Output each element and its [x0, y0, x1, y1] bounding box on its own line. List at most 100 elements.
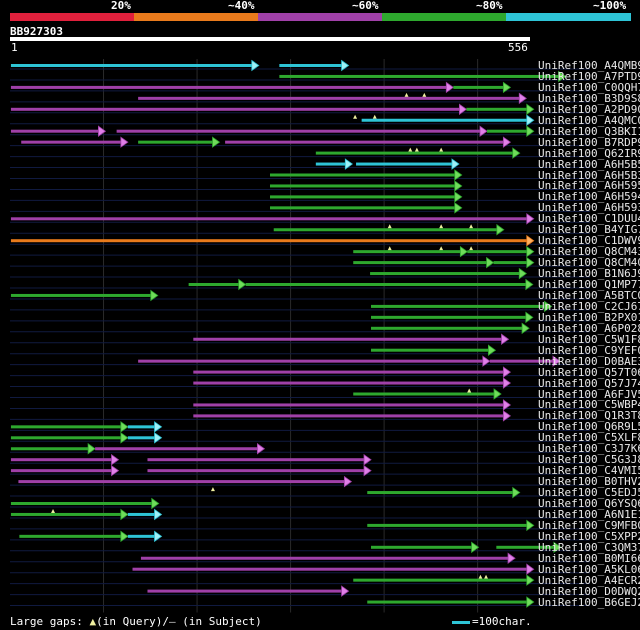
hit-label[interactable]: UniRef100_B7RDP9 — [538, 135, 640, 149]
hit-label[interactable]: UniRef100_C0QQH7 — [538, 80, 640, 94]
hit-label[interactable]: UniRef100_C5G3J8 — [538, 453, 640, 467]
hit-label[interactable]: UniRef100_C5XPP2 — [538, 529, 640, 543]
hit-segment — [138, 96, 521, 100]
hit-label[interactable]: UniRef100_A4QMC0 — [538, 113, 640, 127]
hit-label[interactable]: UniRef100_Q1MP77 — [538, 278, 640, 291]
hit-label[interactable]: UniRef100_Q6R9L5 — [538, 420, 640, 434]
hit-segment — [361, 118, 528, 122]
hit-arrowhead — [150, 289, 159, 302]
hit-label[interactable]: UniRef100_C4VMI5 — [538, 464, 640, 478]
hit-label[interactable]: UniRef100_Q6YSQ6 — [538, 497, 640, 510]
hit-segment — [193, 337, 503, 341]
hit-label[interactable]: UniRef100_C3QM37 — [538, 540, 640, 554]
hit-segment — [140, 556, 510, 560]
hit-segment — [371, 545, 473, 549]
hit-segment — [127, 436, 156, 440]
hit-label[interactable]: UniRef100_C5WBP4 — [538, 398, 640, 412]
hit-arrowhead — [526, 114, 535, 127]
hit-segment — [138, 359, 484, 363]
hit-label[interactable]: UniRef100_Q1R3T8 — [538, 409, 640, 423]
hit-arrowhead — [154, 432, 163, 444]
hit-arrowhead — [451, 158, 460, 170]
scale-line-icon — [452, 620, 470, 624]
hit-label[interactable]: UniRef100_C1DUU4 — [538, 212, 640, 226]
hit-arrowhead — [502, 399, 512, 411]
hit-label[interactable]: UniRef100_B6GEJ2 — [538, 595, 640, 609]
scale-label: =100char. — [472, 615, 532, 628]
hit-label[interactable]: UniRef100_A5BTC0 — [538, 288, 640, 302]
hit-arrowhead — [487, 344, 497, 356]
hit-segment — [127, 534, 156, 538]
hit-segment — [10, 447, 90, 451]
hit-label[interactable]: UniRef100_C5EDJ5 — [538, 486, 640, 500]
hit-label[interactable]: UniRef100_B3D9S8 — [538, 91, 640, 105]
hit-arrowhead — [526, 596, 535, 608]
hit-arrowhead — [526, 125, 535, 137]
hit-label[interactable]: UniRef100_A6FJV5 — [538, 387, 640, 401]
hit-arrowhead — [97, 125, 107, 137]
hit-label[interactable]: UniRef100_Q3BKI1 — [538, 124, 640, 138]
hit-arrowhead — [502, 366, 512, 378]
hit-label[interactable]: UniRef100_C5XLF8 — [538, 431, 640, 445]
query-gap-tick — [387, 246, 392, 251]
in-subject-label: (in Subject) — [182, 615, 262, 628]
hit-label[interactable]: UniRef100_A6N1E1 — [538, 507, 640, 521]
query-gap-tick — [467, 388, 472, 393]
hit-arrowhead — [502, 81, 512, 94]
hit-label[interactable]: UniRef100_C9YEF0 — [538, 343, 640, 357]
hit-label[interactable]: UniRef100_A6H594 — [538, 190, 640, 204]
hit-arrowhead — [526, 213, 535, 225]
hit-label[interactable]: UniRef100_Q57T06 — [538, 365, 640, 379]
hit-label[interactable]: UniRef100_A6P028 — [538, 321, 640, 335]
hit-segment — [10, 107, 461, 111]
query-gap-tick — [439, 147, 444, 152]
legend-segment-5 — [506, 13, 631, 21]
hit-arrowhead — [486, 256, 495, 269]
hit-label[interactable]: UniRef100_C3J7K6 — [538, 442, 640, 456]
hit-segment — [127, 425, 156, 429]
hit-label[interactable]: UniRef100_A7PTD9 — [538, 69, 640, 83]
hit-segment — [279, 64, 343, 67]
legend-label-3: ~60% — [352, 0, 379, 12]
hit-label[interactable]: UniRef100_B2PX01 — [538, 310, 640, 324]
hit-label[interactable]: UniRef100_A5KL06 — [538, 562, 640, 576]
query-gap-tick — [469, 246, 474, 251]
hit-label[interactable]: UniRef100_A4QMB9 — [538, 59, 640, 72]
legend-label-4: ~80% — [476, 0, 503, 12]
hit-label[interactable]: UniRef100_A6H593 — [538, 201, 640, 215]
query-gap-tick — [422, 92, 427, 97]
hit-label[interactable]: UniRef100_B4YIG7 — [538, 223, 640, 237]
hit-label[interactable]: UniRef100_A6H595 — [538, 179, 640, 193]
subject-gap-dash-icon: — — [168, 615, 176, 628]
hit-segment — [10, 502, 153, 505]
hit-arrowhead — [341, 59, 350, 72]
hit-label[interactable]: UniRef100_A6H5B5 — [538, 157, 640, 171]
hit-segment — [10, 217, 528, 221]
hit-label[interactable]: UniRef100_B0MI66 — [538, 551, 640, 565]
hit-segment — [21, 140, 122, 144]
hit-segment — [193, 370, 505, 374]
hit-label[interactable]: UniRef100_A4ECR2 — [538, 573, 640, 587]
hit-label[interactable]: UniRef100_C1DWV9 — [538, 234, 640, 248]
hit-label[interactable]: UniRef100_Q62IR9 — [538, 146, 640, 160]
hit-label[interactable]: UniRef100_A6H5B3 — [538, 168, 640, 182]
hit-arrowhead — [454, 169, 463, 181]
hit-label[interactable]: UniRef100_Q8CM40 — [538, 256, 640, 270]
hit-arrowhead — [526, 519, 535, 532]
query-gap-tick — [408, 147, 413, 152]
hit-label[interactable]: UniRef100_C2CJ67 — [538, 299, 640, 313]
hit-label[interactable]: UniRef100_Q8CM43 — [538, 245, 640, 259]
hit-label[interactable]: UniRef100_D0DWQ2 — [538, 584, 640, 598]
hit-label[interactable]: UniRef100_Q57J74 — [538, 376, 640, 390]
in-query-label: (in Query)/ — [96, 615, 169, 628]
hit-label[interactable]: UniRef100_C5W1F8 — [538, 332, 640, 346]
hit-arrowhead — [344, 158, 353, 170]
hit-label[interactable]: UniRef100_C9MFB0 — [538, 518, 640, 532]
hit-label[interactable]: UniRef100_A2PD90 — [538, 102, 640, 116]
hit-label[interactable]: UniRef100_D0BAE3 — [538, 354, 640, 368]
hit-label[interactable]: UniRef100_B0THV2 — [538, 475, 640, 489]
query-gap-tick — [478, 574, 483, 579]
hit-segment — [116, 129, 481, 133]
hit-arrowhead — [496, 223, 505, 236]
hit-label[interactable]: UniRef100_B1N6J9 — [538, 267, 640, 281]
